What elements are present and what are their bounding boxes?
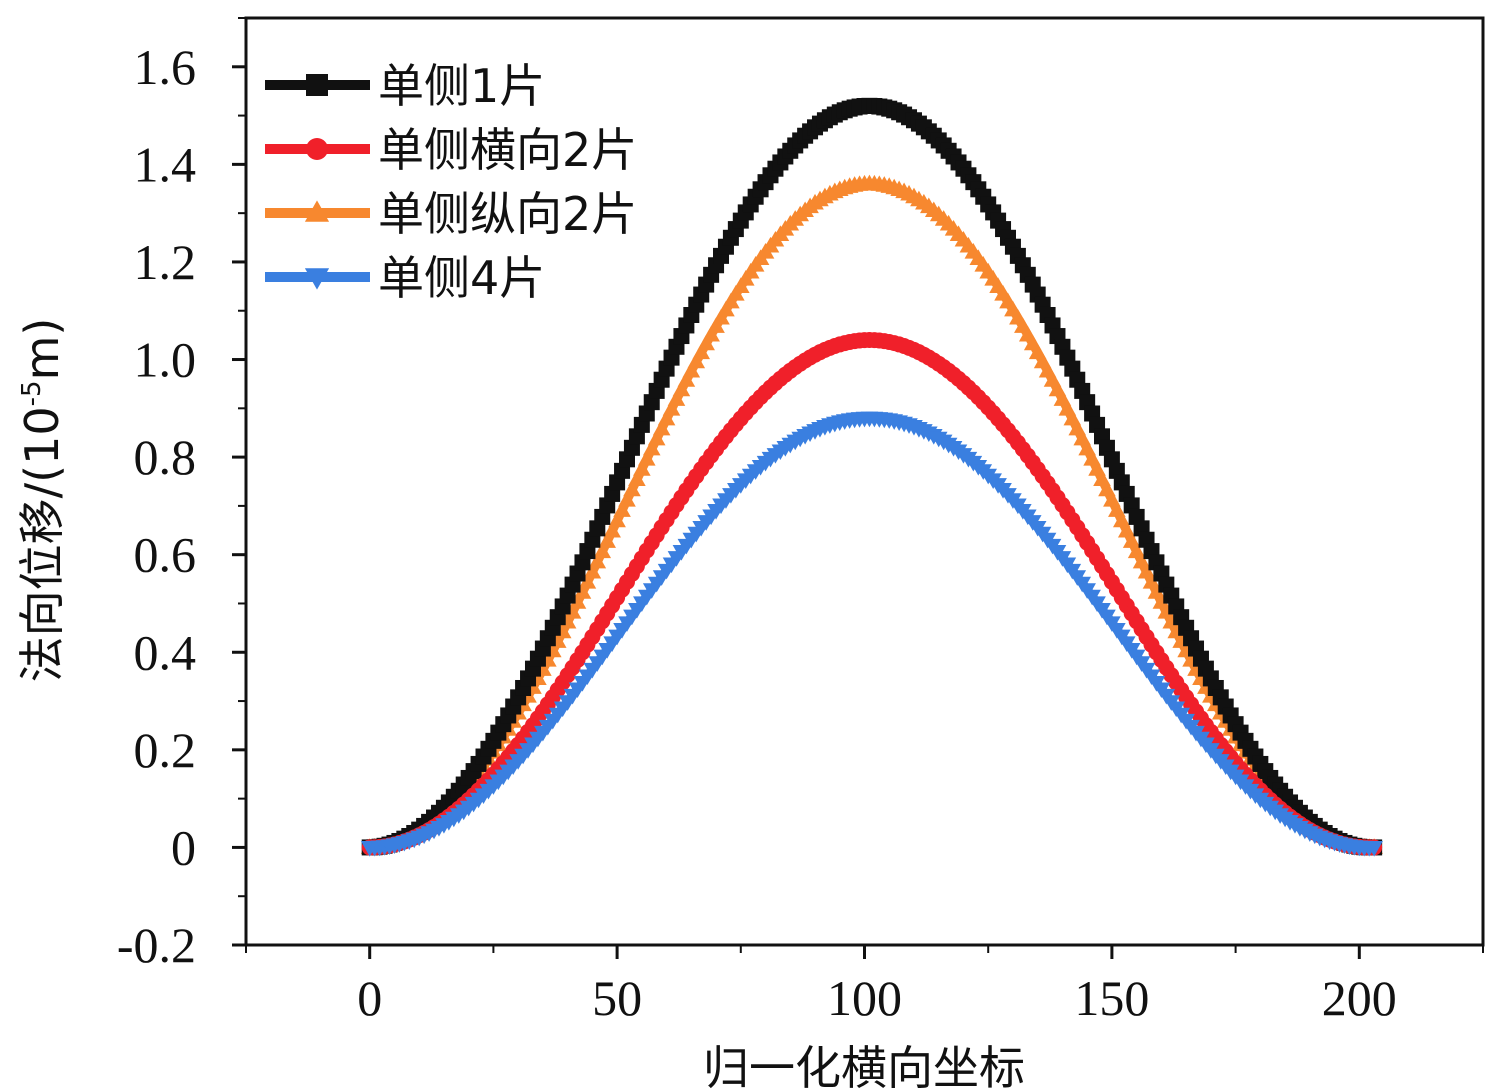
data-point bbox=[623, 480, 641, 497]
data-point bbox=[667, 390, 686, 406]
legend-marker bbox=[304, 268, 330, 290]
data-point bbox=[712, 308, 730, 325]
data-point bbox=[672, 380, 691, 397]
y-tick-label: 1.6 bbox=[134, 39, 197, 95]
series-line bbox=[367, 413, 1377, 852]
x-axis-title: 归一化横向坐标 bbox=[703, 1041, 1025, 1091]
data-point bbox=[618, 490, 636, 507]
legend-item: 单侧横向2片 bbox=[265, 123, 637, 177]
data-point bbox=[697, 334, 715, 351]
data-point bbox=[603, 521, 621, 538]
legend-marker bbox=[306, 74, 328, 96]
data-point bbox=[593, 542, 612, 559]
ticks: 0 50 100 150 200 -0.2 0 0.2 0.4 0.6 0.8 1.0 1.2 1.4 1.… bbox=[117, 17, 1484, 1026]
x-tick-label: 200 bbox=[1322, 970, 1397, 1026]
data-point bbox=[652, 419, 671, 436]
data-point bbox=[568, 593, 587, 609]
y-tick-label: -0.2 bbox=[117, 917, 196, 973]
x-tick-label: 100 bbox=[827, 970, 902, 1026]
x-tick-label: 150 bbox=[1074, 970, 1149, 1026]
x-tick-label: 50 bbox=[592, 970, 642, 1026]
data-point bbox=[608, 511, 626, 528]
y-tick-label: 1.2 bbox=[134, 234, 197, 290]
data-point bbox=[633, 460, 651, 476]
legend-marker bbox=[304, 200, 330, 222]
data-point bbox=[662, 400, 681, 416]
data-point bbox=[642, 439, 661, 456]
data-point bbox=[563, 603, 582, 619]
data-point bbox=[637, 449, 656, 466]
data-point bbox=[647, 429, 666, 446]
legend-marker bbox=[306, 138, 328, 160]
y-axis-title-main: 法向位移/(10 bbox=[15, 406, 69, 682]
data-point bbox=[578, 573, 597, 589]
legend-label: 单侧纵向2片 bbox=[378, 187, 637, 241]
series-layer bbox=[360, 97, 1383, 857]
y-axis-title-tail: m) bbox=[15, 318, 69, 381]
y-tick-label: 1.4 bbox=[134, 136, 197, 192]
legend-label: 单侧横向2片 bbox=[378, 123, 637, 177]
y-tick-label: 1.0 bbox=[134, 332, 197, 388]
data-point bbox=[613, 501, 631, 517]
data-point bbox=[677, 371, 696, 387]
y-tick-label: 0.4 bbox=[134, 624, 197, 680]
data-point bbox=[657, 409, 676, 426]
y-axis-title-sup: -5 bbox=[17, 380, 47, 406]
data-point bbox=[628, 470, 646, 487]
y-tick-label: 0.2 bbox=[134, 722, 197, 778]
x-tick-label: 0 bbox=[357, 970, 382, 1026]
data-point bbox=[1365, 841, 1383, 857]
data-point bbox=[583, 562, 602, 579]
data-point bbox=[692, 343, 711, 360]
legend-item: 单侧纵向2片 bbox=[265, 187, 637, 241]
legend-item: 单侧4片 bbox=[265, 251, 545, 305]
legend-label: 单侧4片 bbox=[378, 251, 545, 305]
y-tick-label: 0.8 bbox=[134, 429, 197, 485]
data-point bbox=[682, 361, 701, 378]
data-point bbox=[598, 532, 617, 548]
legend-label: 单侧1片 bbox=[378, 59, 545, 113]
y-tick-label: 0.6 bbox=[134, 527, 197, 583]
data-point bbox=[717, 300, 735, 317]
data-point bbox=[707, 317, 725, 333]
data-point bbox=[588, 552, 607, 569]
series-4 bbox=[360, 411, 1383, 857]
data-point bbox=[573, 583, 592, 599]
legend-item: 单侧1片 bbox=[265, 59, 545, 113]
data-point bbox=[687, 352, 706, 369]
y-tick-label: 0 bbox=[171, 819, 196, 875]
data-point bbox=[702, 325, 720, 342]
y-axis-title: 法向位移/(10-5m) bbox=[15, 318, 69, 683]
